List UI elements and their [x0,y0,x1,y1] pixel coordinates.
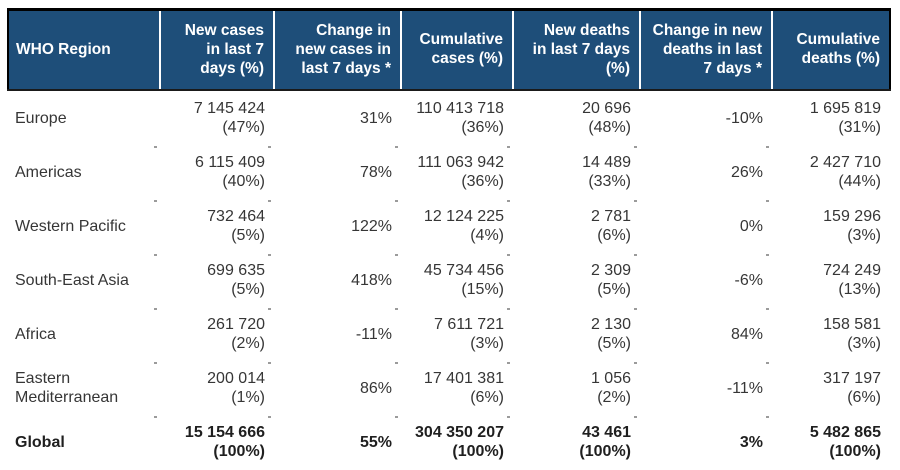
cell-cumulative-deaths: 2 427 710 (44%) [809,154,881,190]
cell-new-deaths: 43 461 (100%) [513,415,640,469]
cell-change-new-cases: 122% [274,199,401,253]
cell-new-cases: 200 014 (1%) [160,361,274,415]
cell-cumulative-deaths: 158 581 (3%) [823,316,881,352]
cell-cumulative-deaths: 159 296 (3%) [823,208,881,244]
cell-region: Americas [8,145,160,199]
cell-new-cases: 6 115 409 (40%) [160,145,274,199]
table-row-americas: Americas 6 115 409 (40%) 78% 111 063 942… [8,145,890,199]
cell-change-new-deaths: 3% [640,415,772,469]
column-header-change-new-deaths: Change in new deaths in last 7 days * [639,8,772,91]
cell-new-deaths: 20 696 (48%) [582,100,631,136]
cell-change-new-deaths: 84% [640,307,772,361]
cell-cumulative-cases: 304 350 207 (100%) [401,415,513,469]
cell-cumulative-cases: 17 401 381 (6%) [401,361,513,415]
table-row-south-east-asia: South-East Asia 699 635 (5%) 418% 45 734… [8,253,890,307]
cell-cumulative-cases: 7 611 721 (3%) [401,307,513,361]
table-header: WHO Region New cases in last 7 days (%) … [7,8,891,91]
cell-cumulative-deaths: 317 197 (6%) [823,370,881,406]
cell-region: Eastern Mediterranean [8,361,160,415]
column-header-cumulative-cases: Cumulative cases (%) [400,8,513,91]
cell-region: South-East Asia [8,253,160,307]
table-body: Europe 7 145 424 (47%) 31% 110 413 718 (… [8,90,890,469]
cell-change-new-deaths: -10% [725,109,763,127]
cell-change-new-cases: 418% [274,253,401,307]
table-row-western-pacific: Western Pacific 732 464 (5%) 122% 12 124… [8,199,890,253]
cell-change-new-deaths: -6% [640,253,772,307]
cell-region: Africa [8,307,160,361]
table-row-africa: Africa 261 720 (2%) -11% 7 611 721 (3%) … [8,307,890,361]
cell-region: Europe [15,109,67,127]
cell-cumulative-deaths: 5 482 865 (100%) [809,424,881,460]
cell-new-cases: 7 145 424 (47%) [193,100,265,136]
cell-change-new-cases: -11% [274,307,401,361]
cell-cumulative-cases: 110 413 718 (36%) [416,100,504,136]
cell-cumulative-cases: 45 734 456 (15%) [401,253,513,307]
cell-region: Global [8,415,160,469]
cell-change-new-cases: 86% [274,361,401,415]
column-header-who-region: WHO Region [7,8,160,91]
who-region-table: WHO Region New cases in last 7 days (%) … [7,8,891,469]
cell-region: Western Pacific [8,199,160,253]
column-header-cumulative-deaths: Cumulative deaths (%) [771,8,891,91]
cell-change-new-deaths: -11% [640,361,772,415]
column-header-new-deaths: New deaths in last 7 days (%) [512,8,640,91]
cell-cumulative-cases: 12 124 225 (4%) [401,199,513,253]
column-header-change-new-cases: Change in new cases in last 7 days * [273,8,401,91]
cell-change-new-cases: 78% [274,145,401,199]
cell-new-cases: 699 635 (5%) [160,253,274,307]
cell-change-new-cases: 55% [274,415,401,469]
cell-change-new-deaths: 26% [640,145,772,199]
header-row: WHO Region New cases in last 7 days (%) … [7,8,891,91]
cell-new-cases: 15 154 666 (100%) [160,415,274,469]
cell-new-deaths: 1 056 (2%) [513,361,640,415]
cell-new-deaths: 2 309 (5%) [513,253,640,307]
cell-new-deaths: 2 130 (5%) [513,307,640,361]
cell-cumulative-deaths: 1 695 819 (31%) [809,100,881,136]
column-header-new-cases: New cases in last 7 days (%) [159,8,274,91]
cell-cumulative-deaths: 724 249 (13%) [823,262,881,298]
cell-change-new-deaths: 0% [640,199,772,253]
cell-new-deaths: 2 781 (6%) [513,199,640,253]
cell-change-new-cases: 31% [359,109,392,127]
cell-cumulative-cases: 111 063 942 (36%) [401,145,513,199]
cell-new-deaths: 14 489 (33%) [513,145,640,199]
table-row-eastern-mediterranean: Eastern Mediterranean 200 014 (1%) 86% 1… [8,361,890,415]
cell-new-cases: 732 464 (5%) [160,199,274,253]
table-row-europe: Europe 7 145 424 (47%) 31% 110 413 718 (… [8,90,890,145]
table-row-global-total: Global 15 154 666 (100%) 55% 304 350 207… [8,415,890,469]
cell-new-cases: 261 720 (2%) [160,307,274,361]
